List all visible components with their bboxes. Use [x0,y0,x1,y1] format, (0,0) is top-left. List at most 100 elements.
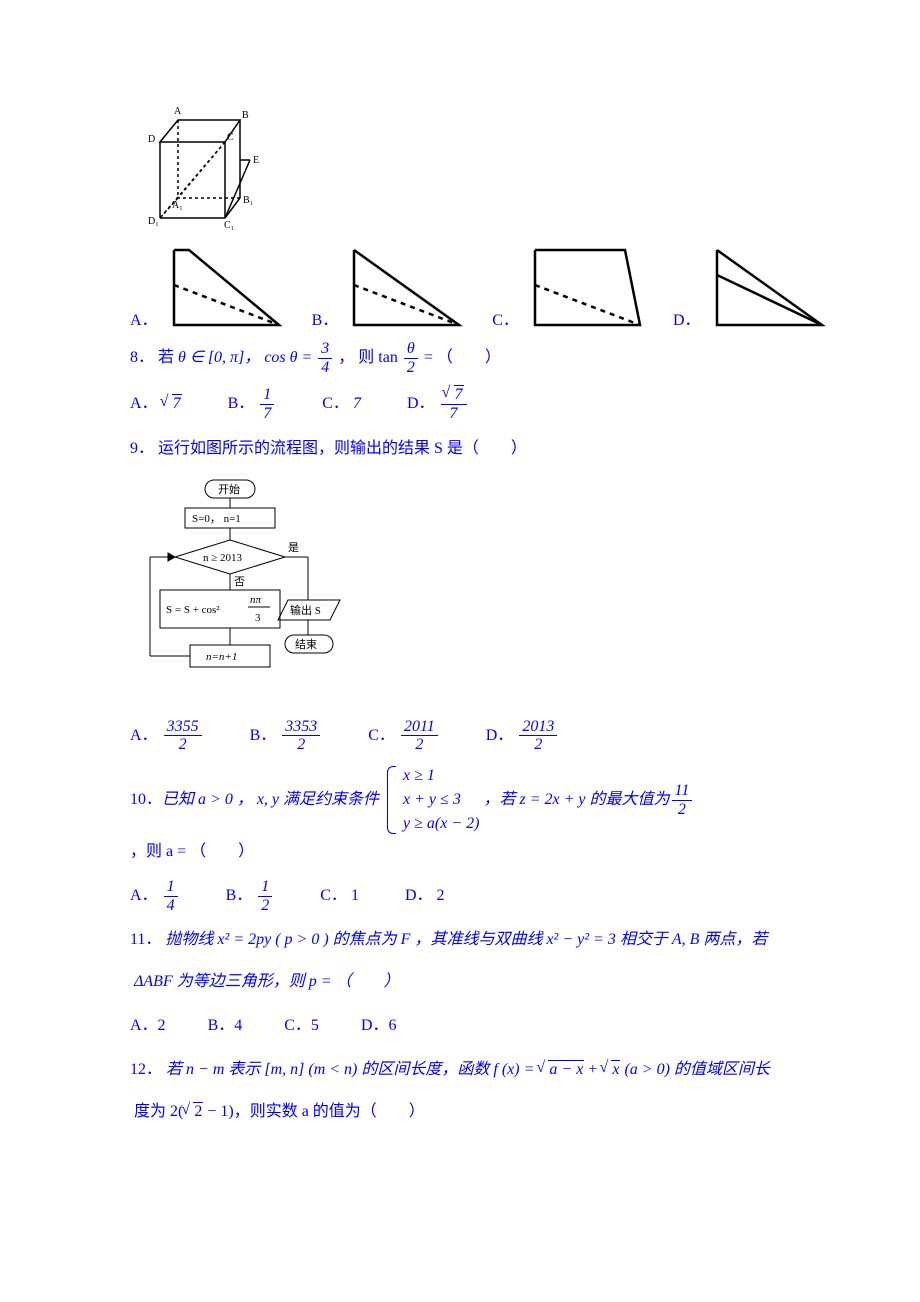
cube-lbl-D1: D₁ [148,216,159,227]
q9-num: 9． [130,440,154,457]
q8-D-lbl: D． [407,395,435,412]
q10-sys3: y ≥ a(x − 2) [397,812,479,836]
q12-l2s: 2 [193,1102,203,1120]
q8-C-val: 7 [353,395,361,412]
q12-l2a: 度为 2( [134,1103,183,1120]
q7-opt-B-label: B． [312,306,339,330]
q9-options: A． 33552 B． 33532 C． 20112 D． 20132 [130,718,800,754]
q8-D-den: 7 [441,404,467,423]
q11-l2: ΔABF 为等边三角形，则 p = （ ） [134,973,400,990]
q9-B-d: 2 [282,735,320,754]
q7-opt-A-label: A． [130,306,158,330]
flow-cond: n ≥ 2013 [203,552,243,564]
cube-lbl-C1: C₁ [224,220,234,230]
q10-D-lbl: D． [405,887,433,904]
q9-C-d: 2 [401,735,438,754]
q10-B-lbl: B． [226,887,253,904]
q8-A-lbl: A． [130,395,158,412]
q10-A-d: 4 [164,896,178,915]
q11-line1: 11． 抛物线 x² = 2py ( p > 0 ) 的焦点为 F ，其准线与双… [130,924,800,956]
cube-lbl-C: C [227,132,234,143]
q8-options: A． 7 B． 17 C． 7 D． 77 [130,386,800,422]
q7-fig-D [707,245,827,330]
q10-A-n: 1 [164,878,178,896]
cube-lbl-A: A [174,106,182,117]
flow-inc: n=n+1 [206,651,237,663]
q8-num: 8． [130,349,154,366]
q7-fig-A [164,245,284,330]
q12-line2: 度为 2( 2 − 1)，则实数 a 的值为（ ） [130,1096,800,1128]
q8-B-den: 7 [260,404,274,423]
q12-r2: x [611,1060,620,1078]
cube-figure: A B C D E A₁ B₁ C₁ D₁ [130,100,800,235]
q12-l2b: − 1)，则实数 a 的值为（ ） [203,1103,424,1120]
q8-C-lbl: C． [322,395,349,412]
cube-lbl-B1: B₁ [243,195,253,206]
q11-line2: ΔABF 为等边三角形，则 p = （ ） [130,966,800,998]
q10-max-n: 11 [672,782,693,800]
cube-lbl-B: B [242,110,249,121]
q10-num: 10． [130,784,162,816]
q9-A-d: 2 [164,735,202,754]
q8-B-lbl: B． [228,395,255,412]
q10-sys1: x ≥ 1 [397,764,479,788]
flow-init: S=0， n=1 [192,513,241,525]
q10-D-v: 2 [437,887,445,904]
flow-assign: S = S + cos² [166,604,220,616]
q8-stem: 8． 若 θ ∈ [0, π]， cos θ = 34 ， 则 tan θ2 =… [130,340,800,376]
q8-theta: θ ∈ [0, π]， [178,349,260,366]
q10-pre: 已知 a > 0 ， x, y 满足约束条件 [162,784,379,816]
q8-cos-den: 4 [318,358,332,377]
q10-max-d: 2 [672,800,693,819]
cube-lbl-D: D [148,134,155,145]
q8-pre: 若 [158,349,174,366]
q9-A-n: 3355 [164,718,202,736]
flow-assign-den: 3 [255,612,261,624]
q9-stem: 9． 运行如图所示的流程图，则输出的结果 S 是（ ） [130,433,800,465]
q11-C: C．5 [284,1017,319,1034]
q7-fig-C [525,245,645,330]
flow-end: 结束 [295,638,317,651]
q11-B: B．4 [208,1017,243,1034]
q10-C-lbl: C． [320,887,347,904]
q10-system: x ≥ 1 x + y ≤ 3 y ≥ a(x − 2) [383,764,479,836]
q9-text: 运行如图所示的流程图，则输出的结果 S 是（ ） [158,440,527,457]
q12-l1: 若 n − m 表示 [m, n] (m < n) 的区间长度，函数 f (x)… [166,1061,538,1078]
flow-assign-num: nπ [250,594,262,606]
cube-lbl-A1: A₁ [172,200,183,211]
q8-tan-num: θ [404,340,418,358]
q7-opt-D-label: D． [673,306,701,330]
q11-D: D．6 [361,1017,397,1034]
q9-D-lbl: D． [486,727,514,744]
q12-l1b: (a > 0) 的值域区间长 [624,1061,769,1078]
q10-B-d: 2 [258,896,272,915]
q9-B-lbl: B． [250,727,277,744]
q9-A-lbl: A． [130,727,158,744]
q7-opt-C-label: C． [492,306,519,330]
flow-start: 开始 [218,482,240,496]
q7-fig-B [344,245,464,330]
q11-options: A．2 B．4 C．5 D．6 [130,1008,800,1043]
q8-tan-den: 2 [404,358,418,377]
q10-options: A． 14 B． 12 C． 1 D． 2 [130,878,800,914]
q8-eq: = （ ） [424,349,501,366]
q8-cos: cos θ = [264,349,312,366]
q9-D-n: 2013 [519,718,557,736]
q12-num: 12． [130,1061,162,1078]
q7-options-row: A． B． C． D． [130,245,800,330]
q11-num: 11． [130,931,161,948]
q10-B-n: 1 [258,878,272,896]
q8-A-val: 7 [172,394,182,412]
q10-stem: 10． 已知 a > 0 ， x, y 满足约束条件 x ≥ 1 x + y ≤… [130,764,800,868]
flow-no: 否 [234,576,245,588]
flow-out: 输出 S [290,603,321,617]
q10-sys2: x + y ≤ 3 [397,788,479,812]
cube-lbl-E: E [253,155,259,166]
q10-A-lbl: A． [130,887,158,904]
flow-yes: 是 [288,541,299,554]
q11-l1: 抛物线 x² = 2py ( p > 0 ) 的焦点为 F ，其准线与双曲线 x… [165,931,767,948]
q8-cos-num: 3 [318,340,332,358]
q9-flowchart: 开始 S=0， n=1 n ≥ 2013 是 输出 S 结束 否 S = S [130,475,800,710]
q12-r1: a − x [548,1060,584,1078]
q9-B-n: 3353 [282,718,320,736]
